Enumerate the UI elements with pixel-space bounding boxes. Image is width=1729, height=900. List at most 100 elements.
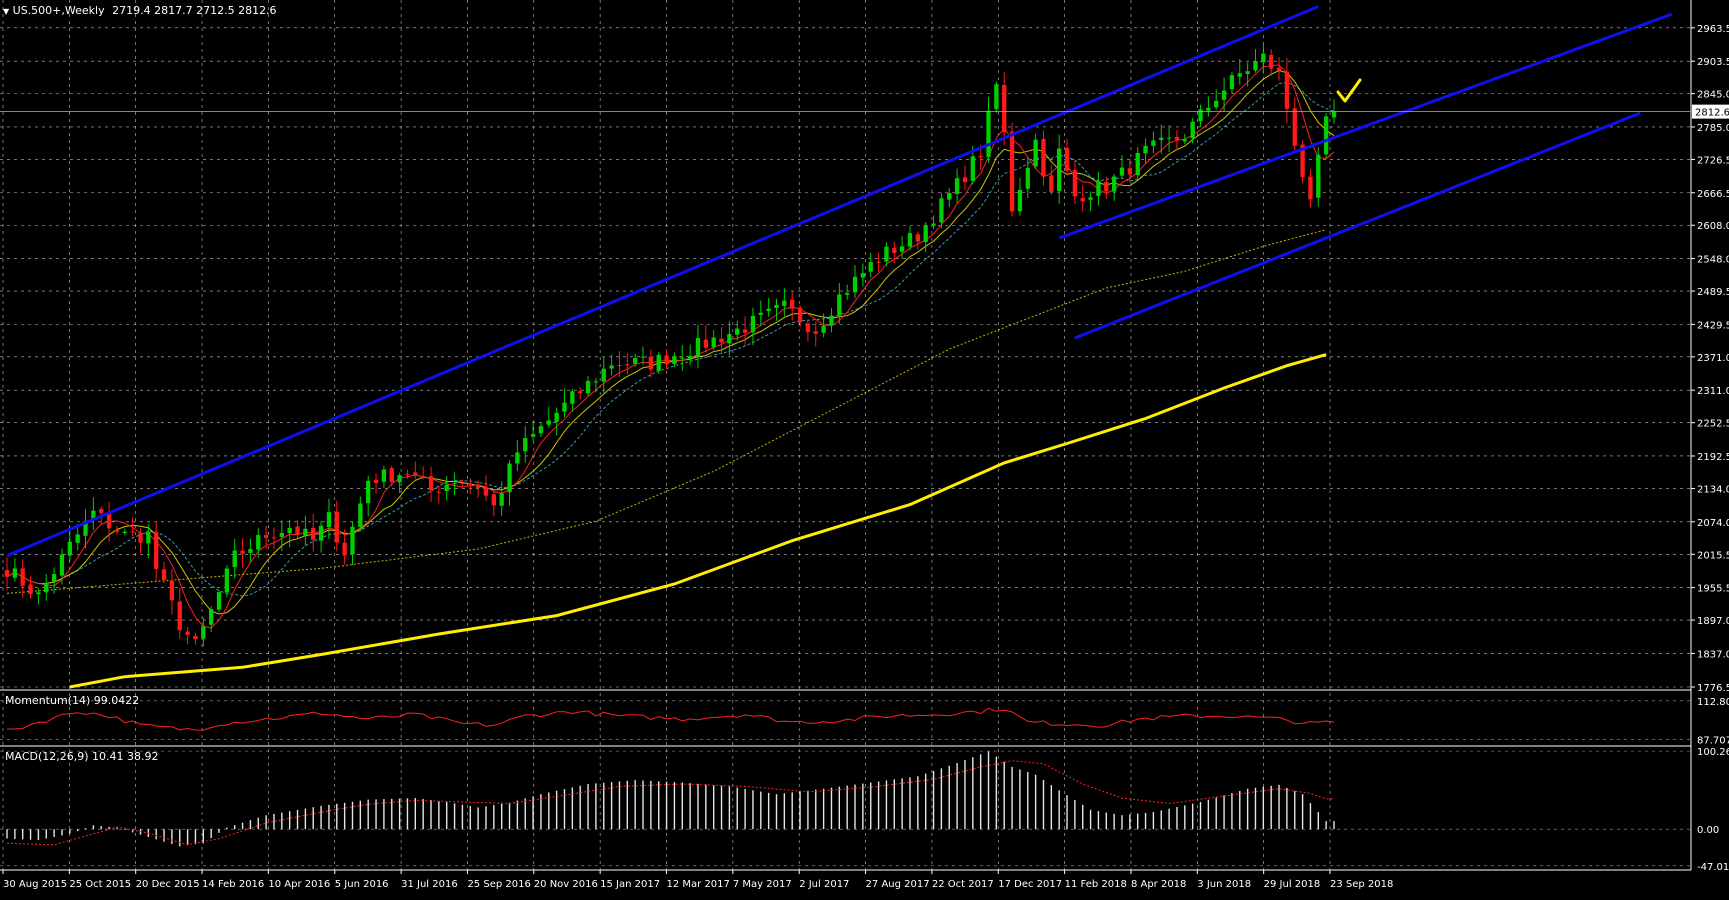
candle [1198, 104, 1203, 127]
candle-body [986, 110, 991, 157]
candle-body [1002, 84, 1007, 133]
candle [1190, 118, 1195, 144]
candle-body [907, 233, 913, 247]
candle [1214, 89, 1219, 110]
candle-body [1245, 71, 1250, 74]
candle-body [1041, 138, 1046, 177]
candle-body [1190, 121, 1195, 139]
candle [1316, 147, 1321, 207]
candle-body [821, 325, 826, 333]
channel-line-lower [1074, 111, 1641, 340]
candle-body [1182, 139, 1187, 142]
candle-body [421, 476, 426, 478]
candle [444, 475, 449, 501]
candle [774, 298, 779, 321]
y-tick-label: 2192.5 [1697, 452, 1729, 463]
candle-body [224, 568, 230, 593]
candle [868, 252, 873, 278]
candle [1284, 58, 1290, 124]
candle-body [460, 482, 465, 484]
candle [821, 313, 826, 338]
x-tick-label: 11 Feb 2018 [1065, 879, 1127, 890]
candle-body [1025, 167, 1030, 189]
candle-body [248, 548, 253, 553]
candle [766, 298, 771, 317]
candle-body [1135, 152, 1140, 176]
candle [413, 461, 418, 480]
candle-body [342, 542, 347, 556]
candle-body [106, 512, 112, 529]
y-tick-label: 2429.5 [1697, 320, 1729, 331]
candle [986, 96, 991, 163]
candle-body [868, 262, 873, 272]
main-price-pane[interactable] [0, 5, 1691, 689]
candle [114, 525, 120, 535]
candle-body [829, 315, 834, 326]
candle [1261, 43, 1266, 74]
macd-pane[interactable] [6, 751, 1335, 847]
candle [530, 421, 536, 442]
candle-body [797, 307, 803, 323]
candle-body [1111, 176, 1117, 192]
momentum-pane[interactable] [6, 707, 1335, 731]
candle [797, 304, 803, 328]
candle [1300, 140, 1305, 184]
candle-body [311, 527, 316, 540]
candle-body [1198, 109, 1203, 122]
candle-body [28, 584, 33, 595]
candle-body [538, 426, 544, 434]
candle-body [892, 247, 897, 253]
candle [703, 325, 708, 353]
candle-body [334, 511, 339, 543]
y-tick-label: 2074.0 [1697, 518, 1729, 529]
candle-body [295, 526, 300, 535]
candle-body [83, 520, 88, 536]
candle [962, 165, 968, 191]
candle-body [1127, 168, 1133, 175]
candle-body [475, 485, 481, 488]
check-mark-icon [1336, 78, 1362, 103]
candle-body [161, 569, 167, 580]
candle [633, 353, 638, 367]
candle-body [36, 592, 41, 595]
candle [719, 327, 724, 354]
candle-body [978, 155, 983, 158]
candle-body [350, 526, 355, 555]
candle-body [114, 529, 120, 532]
candle-body [44, 583, 49, 593]
candle [507, 460, 512, 506]
candle [1269, 49, 1274, 76]
candle [1033, 133, 1038, 169]
candle-body [256, 535, 261, 550]
candle-body [750, 315, 756, 333]
candle-body [12, 568, 18, 578]
y-tick-label: 1776.5 [1697, 683, 1729, 694]
candle-body [1166, 137, 1172, 139]
candle [177, 587, 182, 639]
candle-body [1143, 145, 1148, 154]
candle [837, 282, 842, 325]
candle-body [1323, 116, 1329, 155]
candle-body [4, 570, 10, 577]
candle [1009, 122, 1015, 217]
channel-line-middle [1058, 12, 1673, 240]
candle [318, 520, 324, 553]
candle [1111, 173, 1117, 201]
candle [1182, 133, 1187, 145]
candle-body [287, 527, 292, 534]
candle-body [947, 192, 952, 200]
y-tick-label: -47.01 [1697, 862, 1729, 873]
x-tick-label: 20 Dec 2015 [136, 879, 200, 890]
candle [4, 557, 10, 591]
candle [28, 576, 33, 599]
candle [59, 548, 65, 585]
candle-body [1057, 148, 1062, 192]
candle [829, 307, 834, 333]
candle [491, 491, 496, 517]
candle-body [735, 328, 740, 335]
candle-body [1261, 53, 1266, 63]
candle [617, 351, 622, 378]
candle-body [1151, 140, 1156, 146]
